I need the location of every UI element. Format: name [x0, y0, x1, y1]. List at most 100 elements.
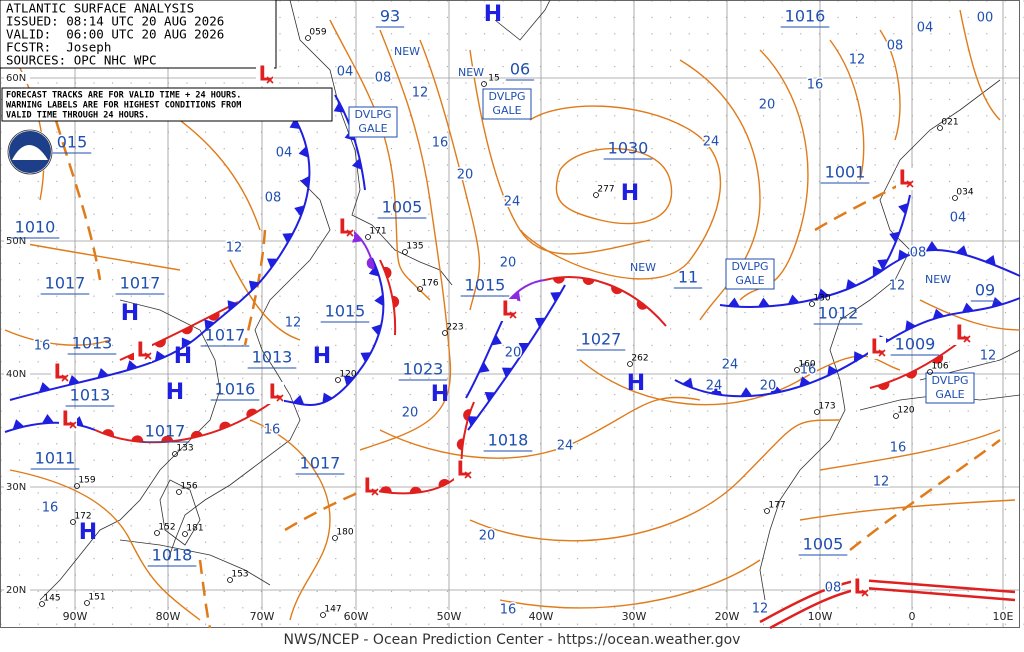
lon-label: 30W [622, 610, 647, 623]
isobar-label: 24 [722, 358, 739, 373]
lon-label: 10W [808, 610, 833, 623]
isobar-label: 20 [760, 379, 777, 394]
station-dot [84, 600, 90, 606]
footer: NWS/NCEP - Ocean Prediction Center - htt… [284, 632, 741, 648]
lon-label: 90W [63, 610, 88, 623]
troughs [48, 99, 1001, 629]
station-dot [442, 330, 448, 336]
warm-front-bump [392, 295, 400, 308]
low-cross [861, 589, 869, 597]
cold-front-barb [227, 300, 238, 311]
isobar-label: 08 [825, 581, 842, 596]
isobar-label: 16 [34, 339, 51, 354]
cold-front-barb [289, 118, 301, 129]
cold-front-barb [877, 259, 889, 270]
high-center: H [484, 2, 502, 27]
lon-label-bg [713, 610, 741, 623]
station-pressure: 15 [488, 74, 499, 84]
pressure-label: 1017 [45, 274, 86, 293]
high-center: H [627, 371, 645, 396]
cold-front-barb [126, 360, 138, 371]
pressure-label: 1018 [488, 431, 529, 450]
warm-front-bump [611, 285, 623, 295]
header-line: ISSUED: 08:14 UTC 20 AUG 2026 [6, 14, 224, 29]
pressure-label: 1023 [403, 360, 444, 379]
new-label: NEW [394, 45, 420, 58]
isobar-label: 20 [457, 168, 474, 183]
isobar-label: 04 [337, 65, 354, 80]
cold-front-barb [534, 317, 546, 328]
station-pressure: 151 [88, 593, 105, 603]
pressure-label: 1017 [145, 422, 186, 441]
cold-front-barb [154, 350, 166, 362]
lon-label-bg [620, 610, 648, 623]
isobar-label: 16 [807, 78, 824, 93]
isobar-label: 24 [706, 379, 723, 394]
pressure-label: 09 [975, 281, 995, 300]
station-dot [937, 125, 943, 131]
header-line: FCSTR: Joseph [6, 40, 111, 55]
pressure-label: 1013 [72, 334, 113, 353]
cold-front-barb [501, 367, 513, 378]
low-center: L [269, 380, 282, 404]
high-center: H [166, 380, 184, 405]
pressure-label: 1016 [215, 380, 256, 399]
isobar-label: 08 [375, 71, 392, 86]
cold-front-barb [961, 302, 974, 313]
warning-label: DVLPG [488, 90, 525, 103]
lon-label-bg [989, 610, 1017, 623]
lat-label-bg [4, 72, 30, 84]
low-cross [464, 471, 472, 479]
isobar-label: 20 [759, 98, 776, 113]
pressure-label: 93 [380, 7, 400, 26]
cold-front-barb [204, 319, 215, 331]
isobar-label: 16 [264, 423, 281, 438]
station-pressure: 180 [336, 528, 353, 538]
note-line: VALID TIME THROUGH 24 HOURS. [6, 111, 149, 121]
warm-front-bump [131, 435, 144, 442]
station-pressure: 106 [931, 362, 948, 372]
cold-front-barb [770, 383, 782, 394]
station-pressure: 159 [78, 476, 95, 486]
station-dot [182, 531, 188, 537]
station-dot [332, 535, 338, 541]
cold-front-barb [682, 377, 694, 389]
station-pressure: 171 [369, 227, 386, 237]
cold-front-barb [292, 394, 305, 405]
pressure-label: 1009 [895, 335, 936, 354]
high-center: H [79, 520, 97, 545]
cold-front-barb [12, 419, 25, 430]
cold-front-barb [550, 291, 562, 303]
isobar-label: 20 [479, 529, 496, 544]
warm-front-bump [438, 478, 450, 488]
lon-label-bg [248, 610, 276, 623]
station-pressure: 277 [597, 185, 614, 195]
warm-front-bump [456, 438, 464, 451]
low-center: L [899, 166, 912, 190]
low-cross [144, 352, 152, 360]
warm-front-bump [246, 408, 258, 418]
station-dot [481, 81, 487, 87]
cold-front-barb [368, 265, 380, 277]
labels: 60N 50N 40N 30N 20N 90W 80W 70W 60W 50W 40W 30W 20W 1… [4, 2, 1017, 623]
lon-label: 0 [909, 610, 916, 623]
cold-front-barb [267, 258, 278, 269]
lon-label: 70W [250, 610, 275, 623]
station-pressure: 172 [74, 512, 91, 522]
lon-label: 60W [344, 610, 369, 623]
cold-front-barb [478, 361, 490, 373]
isobar-label: 12 [849, 53, 866, 68]
lon-label: 40W [529, 610, 554, 623]
pressure-label: 1015 [465, 276, 506, 295]
cold-front-barb [352, 232, 363, 243]
header-frame [0, 0, 277, 69]
warm-front-bump [932, 354, 944, 364]
warm-front-bump [102, 429, 115, 437]
station-pressure: 120 [897, 406, 914, 416]
warm-front-bump [636, 300, 648, 310]
station-dot [176, 489, 182, 495]
warning-label: GALE [358, 122, 387, 135]
pressure-label: 1005 [803, 535, 844, 554]
lat-label: 50N [6, 236, 26, 247]
